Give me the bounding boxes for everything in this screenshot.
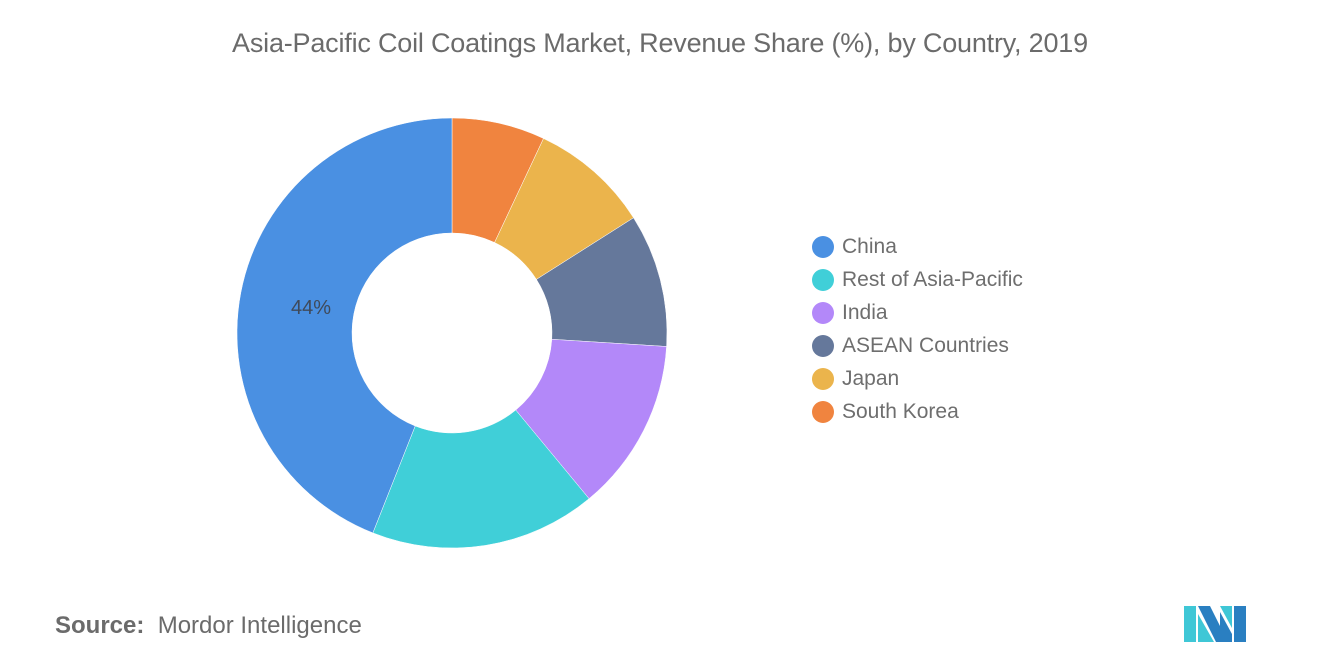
- legend-marker-icon: [812, 367, 834, 390]
- slice-india[interactable]: [515, 339, 667, 500]
- source-label: Source:: [55, 612, 145, 639]
- legend-marker-icon: [812, 301, 834, 324]
- legend-label: China: [842, 234, 897, 258]
- legend-label: India: [842, 300, 888, 324]
- chart-legend: China Rest of Asia-Pacific India ASEAN C…: [812, 230, 1023, 428]
- legend-marker-icon: [812, 268, 834, 291]
- legend-label: Rest of Asia-Pacific: [842, 267, 1023, 291]
- legend-marker-icon: [812, 334, 834, 357]
- legend-label: South Korea: [842, 399, 959, 423]
- source-note: Source: Mordor Intelligence: [55, 612, 362, 640]
- mordor-intelligence-logo-icon: [1184, 606, 1246, 642]
- slice-rest-of-asia-pacific[interactable]: [372, 409, 590, 549]
- legend-label: Japan: [842, 366, 900, 390]
- donut-slices: [236, 117, 668, 549]
- legend-marker-icon: [812, 235, 834, 258]
- legend-item-japan[interactable]: Japan: [812, 362, 1023, 395]
- chart-title: Asia-Pacific Coil Coatings Market, Reven…: [232, 28, 1088, 58]
- slice-china[interactable]: [236, 117, 453, 534]
- legend-item-rest-of-asia-pacific[interactable]: Rest of Asia-Pacific: [812, 263, 1023, 296]
- legend-item-india[interactable]: India: [812, 296, 1023, 329]
- legend-item-asean-countries[interactable]: ASEAN Countries: [812, 329, 1023, 362]
- legend-marker-icon: [812, 400, 834, 423]
- data-label-china: 44%: [291, 297, 331, 319]
- source-value: Mordor Intelligence: [157, 612, 362, 639]
- legend-label: ASEAN Countries: [842, 333, 1009, 357]
- legend-item-south-korea[interactable]: South Korea: [812, 395, 1023, 428]
- legend-item-china[interactable]: China: [812, 230, 1023, 263]
